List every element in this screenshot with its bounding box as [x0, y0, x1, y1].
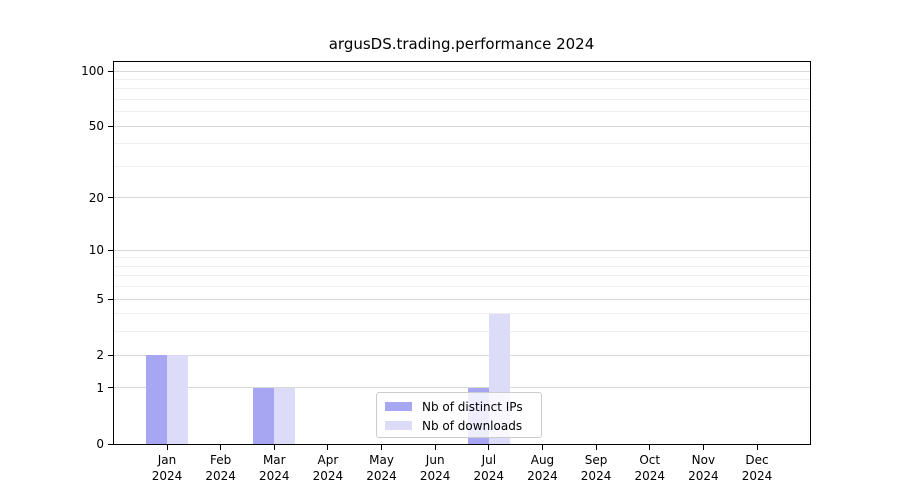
chart-title: argusDS.trading.performance 2024	[328, 35, 595, 53]
x-tick-label-mar: Mar 2024	[234, 453, 314, 484]
x-tick-year-oct: 2024	[634, 468, 665, 483]
bar-nb-of-distinct-ips-mar	[253, 387, 275, 444]
gridline-minor-30	[114, 165, 810, 167]
x-tick-label-oct: Oct 2024	[610, 453, 690, 484]
x-tick-month-jan: Jan	[157, 453, 177, 467]
y-tick-label-1: 1	[96, 380, 104, 395]
x-tick-year-apr: 2024	[312, 468, 344, 483]
x-tick-label-may: May 2024	[342, 453, 422, 484]
x-tick-month-aug: Aug	[530, 453, 555, 467]
x-tick-month-may: May	[369, 453, 394, 467]
x-tick-label-feb: Feb 2024	[181, 453, 261, 484]
y-tick-5	[108, 298, 114, 300]
bar-nb-of-distinct-ips-jan	[146, 355, 167, 444]
x-tick-feb	[220, 444, 222, 450]
y-tick-label-2: 2	[96, 348, 104, 363]
legend-swatch-distinct-ips	[385, 402, 412, 411]
legend-swatch-downloads	[385, 421, 412, 430]
gridline-minor-90	[114, 78, 810, 80]
y-tick-50	[108, 125, 114, 127]
x-tick-year-feb: 2024	[205, 468, 236, 483]
y-tick-100	[108, 70, 114, 72]
gridline-minor-3	[114, 331, 810, 333]
x-tick-nov	[702, 444, 704, 450]
gridline-minor-4	[114, 313, 810, 315]
gridline-major-50	[114, 125, 810, 127]
x-tick-sep	[595, 444, 597, 450]
y-tick-label-0: 0	[96, 437, 104, 451]
gridline-minor-80	[114, 88, 810, 90]
gridline-minor-70	[114, 98, 810, 100]
x-tick-year-mar: 2024	[258, 468, 290, 483]
x-tick-label-apr: Apr 2024	[288, 453, 368, 484]
legend-label-downloads: Nb of downloads	[422, 418, 523, 433]
y-tick-label-5: 5	[96, 292, 104, 307]
legend-label-distinct-ips: Nb of distinct IPs	[422, 399, 523, 414]
y-tick-20	[108, 197, 114, 199]
x-tick-year-jun: 2024	[419, 468, 451, 483]
x-tick-month-feb: Feb	[210, 453, 232, 467]
x-tick-aug	[541, 444, 543, 450]
x-tick-apr	[327, 444, 329, 450]
x-tick-may	[381, 444, 383, 450]
x-tick-label-nov: Nov 2024	[663, 453, 743, 484]
y-tick-1	[108, 387, 114, 389]
x-tick-label-jul: Jul 2024	[449, 453, 529, 484]
gridline-minor-7	[114, 275, 810, 277]
x-tick-month-mar: Mar	[262, 453, 286, 467]
x-tick-year-aug: 2024	[527, 468, 558, 483]
gridline-major-2	[114, 354, 810, 356]
x-tick-label-sep: Sep 2024	[556, 453, 636, 484]
legend-item-downloads: Nb of downloads	[385, 416, 533, 435]
gridline-major-10	[114, 249, 810, 251]
bar-nb-of-downloads-mar	[274, 387, 296, 444]
y-tick-label-100: 100	[81, 64, 104, 78]
x-tick-jan	[166, 444, 168, 450]
x-tick-oct	[649, 444, 651, 450]
bar-nb-of-downloads-jan	[167, 355, 188, 444]
gridline-minor-8	[114, 265, 810, 267]
gridline-major-100	[114, 70, 810, 72]
x-tick-year-sep: 2024	[580, 468, 612, 483]
x-tick-year-jan: 2024	[151, 468, 183, 483]
x-tick-year-may: 2024	[366, 468, 397, 483]
x-tick-month-apr: Apr	[317, 453, 339, 467]
x-tick-label-jun: Jun 2024	[395, 453, 475, 484]
legend-item-distinct-ips: Nb of distinct IPs	[385, 397, 533, 416]
x-tick-year-dec: 2024	[741, 468, 773, 483]
gridline-major-1	[114, 387, 810, 389]
x-tick-month-nov: Nov	[691, 453, 716, 467]
x-tick-mar	[273, 444, 275, 450]
y-tick-label-20: 20	[88, 190, 104, 205]
gridline-major-20	[114, 197, 810, 199]
x-tick-jul	[488, 444, 490, 450]
x-tick-month-oct: Oct	[639, 453, 661, 467]
x-tick-month-sep: Sep	[584, 453, 608, 467]
x-tick-year-nov: 2024	[688, 468, 719, 483]
y-tick-label-10: 10	[88, 243, 104, 258]
gridline-minor-60	[114, 111, 810, 113]
x-tick-month-jul: Jul	[481, 453, 497, 467]
plot-area: Nb of distinct IPs Nb of downloads 0 1 2 5 1…	[81, 61, 811, 483]
y-tick-2	[108, 354, 114, 356]
x-tick-dec	[756, 444, 758, 450]
x-tick-month-dec: Dec	[745, 453, 769, 467]
x-tick-month-jun: Jun	[425, 453, 445, 467]
y-tick-0	[108, 443, 114, 445]
legend: Nb of distinct IPs Nb of downloads	[376, 392, 542, 438]
x-tick-jun	[434, 444, 436, 450]
gridline-minor-9	[114, 257, 810, 259]
x-tick-label-dec: Dec 2024	[717, 453, 797, 484]
y-tick-10	[108, 249, 114, 251]
gridline-major-5	[114, 298, 810, 300]
y-tick-label-50: 50	[88, 119, 104, 134]
gridline-minor-40	[114, 143, 810, 145]
x-tick-label-aug: Aug 2024	[502, 453, 582, 484]
x-tick-label-jan: Jan 2024	[127, 453, 207, 484]
x-tick-year-jul: 2024	[473, 468, 505, 483]
gridline-minor-6	[114, 286, 810, 288]
